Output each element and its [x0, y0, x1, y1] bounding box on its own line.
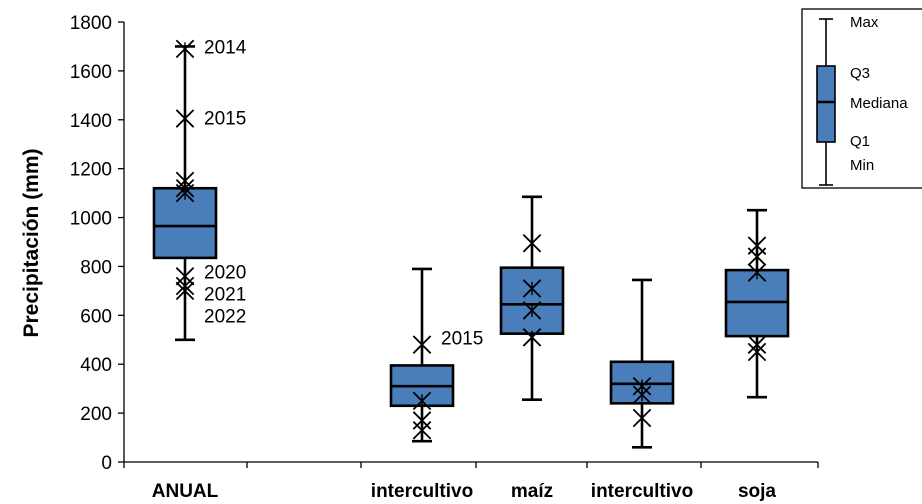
y-ticks: 0 200 400 600 800 1000 1200 1400 1600 1800 [70, 13, 124, 474]
legend-box-glyph [816, 18, 836, 186]
y-tick-label: 1600 [70, 62, 112, 83]
data-point [522, 233, 542, 253]
data-point [747, 342, 767, 362]
legend-iqr-box [816, 65, 836, 143]
x-category-label: ANUAL [152, 481, 219, 502]
year-annotation: 2015 [441, 328, 483, 349]
y-axis-title-group: Precipitación (mm) [20, 148, 43, 337]
year-annotation: 2022 [204, 306, 246, 327]
y-tick-label: 400 [80, 355, 112, 376]
box-0 [152, 39, 218, 342]
legend-label-median: Mediana [850, 95, 908, 112]
y-tick-label: 600 [80, 306, 112, 327]
legend: Max Q3 Mediana Q1 Min [801, 8, 922, 189]
boxes [152, 39, 790, 449]
legend-label-min: Min [850, 157, 874, 174]
x-category-label: soja [738, 481, 776, 502]
data-point [632, 408, 652, 428]
x-category-label: maíz [511, 481, 553, 502]
data-point [522, 301, 542, 320]
y-tick-label: 1000 [70, 209, 112, 230]
x-ticks: ANUAL intercultivo maíz intercultivo soja [123, 462, 819, 502]
legend-label-q3: Q3 [850, 65, 870, 82]
y-tick-label: 200 [80, 404, 112, 425]
y-tick-label: 800 [80, 257, 112, 278]
y-tick-label: 1400 [70, 111, 112, 132]
box-2 [499, 195, 565, 401]
data-point [747, 263, 767, 282]
year-annotation: 2021 [204, 284, 246, 305]
data-point [175, 109, 195, 128]
box-3 [609, 278, 675, 449]
iqr-box [499, 266, 565, 335]
data-point [175, 39, 195, 59]
data-point [412, 420, 432, 440]
data-point [412, 391, 432, 411]
data-point [522, 279, 542, 298]
year-annotation: 2015 [204, 108, 246, 129]
legend-label-q1: Q1 [850, 133, 870, 150]
box-4 [724, 208, 790, 399]
x-category-label: intercultivo [591, 481, 693, 502]
x-category-label: intercultivo [371, 481, 473, 502]
legend-label-max: Max [850, 14, 879, 31]
data-point [412, 335, 432, 354]
data-point [522, 328, 542, 347]
y-tick-label: 0 [101, 453, 112, 474]
iqr-box [152, 186, 218, 260]
y-tick-label: 1800 [70, 13, 112, 34]
data-point [175, 183, 195, 203]
y-tick-label: 1200 [70, 160, 112, 181]
year-annotation: 2014 [204, 37, 247, 58]
data-point [175, 281, 195, 301]
box-1 [389, 267, 455, 443]
axes [123, 22, 818, 463]
y-axis-title: Precipitación (mm) [20, 148, 43, 337]
data-point [747, 247, 767, 266]
data-point [632, 385, 652, 405]
year-annotation: 2020 [204, 262, 246, 283]
